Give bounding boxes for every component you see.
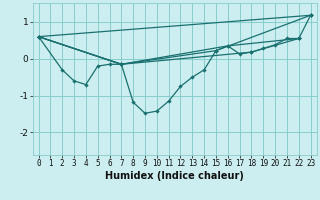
X-axis label: Humidex (Indice chaleur): Humidex (Indice chaleur) — [105, 171, 244, 181]
